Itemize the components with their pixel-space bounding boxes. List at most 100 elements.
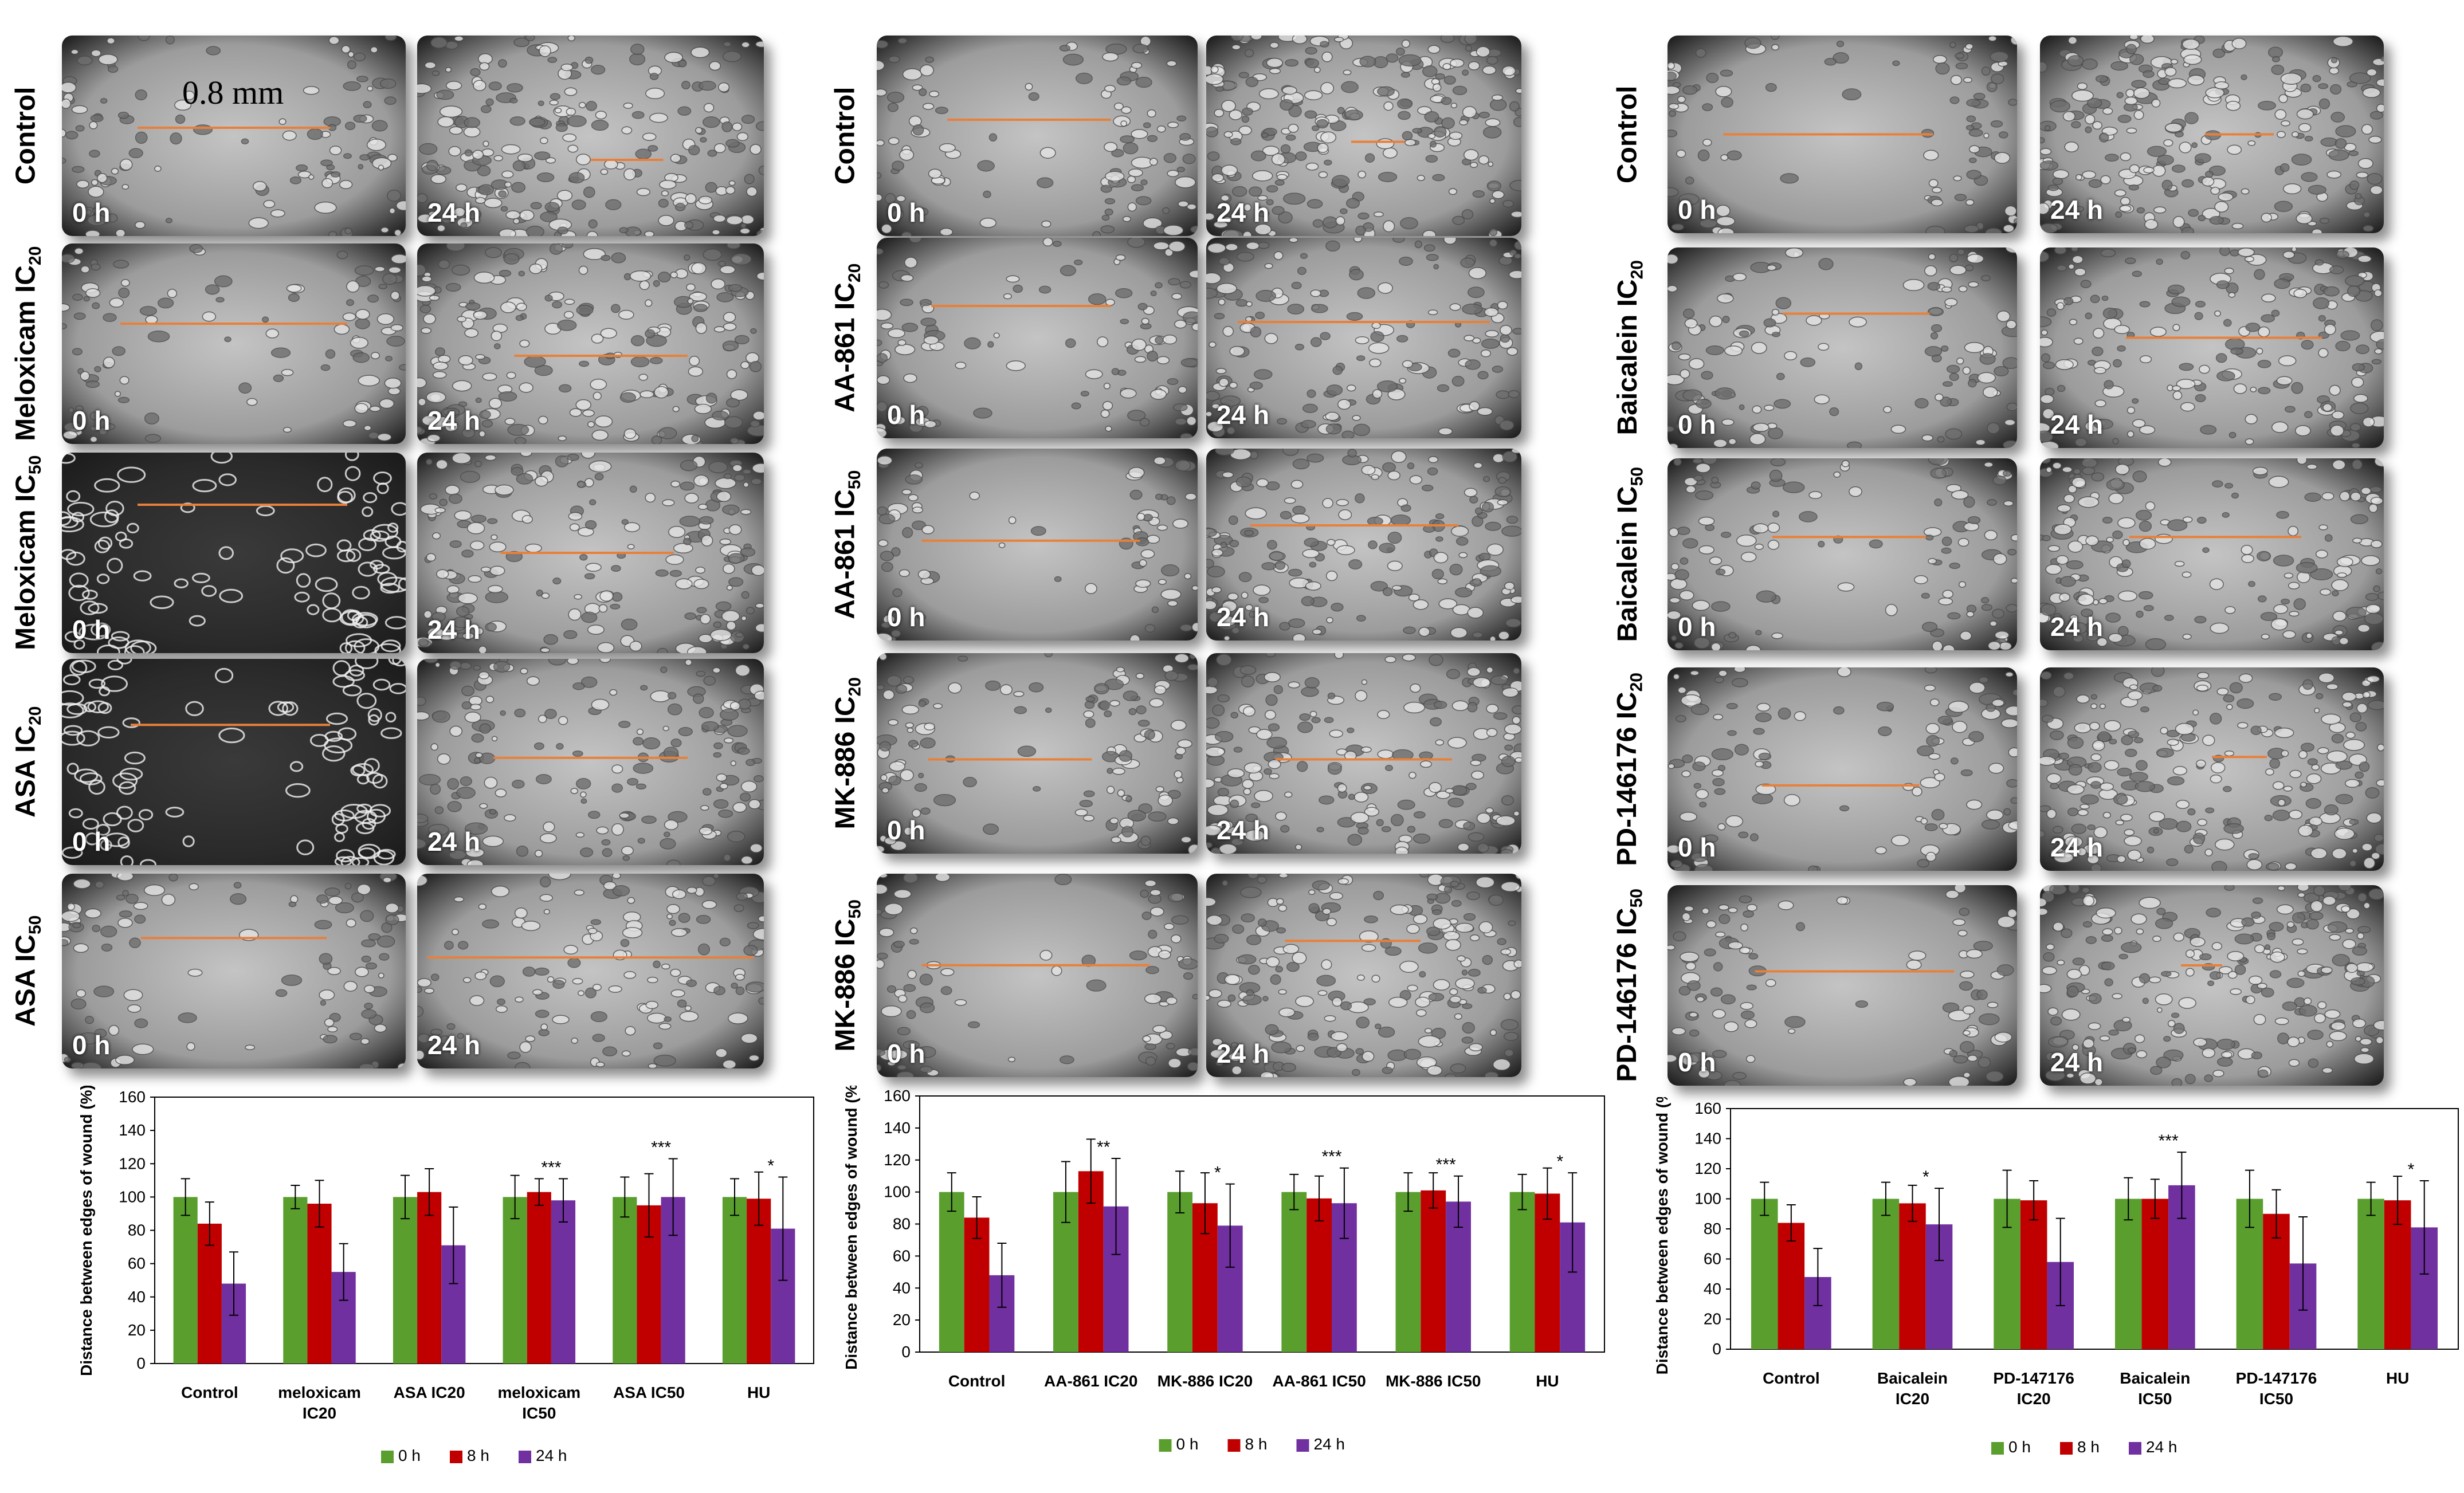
bar <box>1281 1192 1306 1352</box>
time-label: 24 h <box>1217 197 1269 228</box>
legend-swatch <box>1159 1439 1172 1452</box>
plot-frame <box>920 1096 1604 1352</box>
time-label: 0 h <box>1678 409 1716 440</box>
y-tick-label: 140 <box>884 1119 911 1137</box>
y-tick-label: 100 <box>884 1183 911 1201</box>
legend-swatch <box>519 1451 531 1463</box>
legend-label: 24 h <box>536 1447 567 1464</box>
bar <box>393 1197 417 1364</box>
category-label: AA-861 IC50 <box>1272 1372 1366 1390</box>
bar <box>1396 1192 1421 1352</box>
row-label-base: Baicalein IC <box>1612 486 1642 642</box>
time-label: 24 h <box>2050 1047 2103 1078</box>
time-label: 24 h <box>2050 409 2103 440</box>
micrograph-0h: 0 h <box>877 36 1198 236</box>
time-label: 24 h <box>1217 399 1269 430</box>
category-label-line: HU <box>2386 1369 2409 1387</box>
significance-marker: * <box>1214 1164 1221 1182</box>
legend-label: 0 h <box>2008 1438 2031 1456</box>
significance-marker: *** <box>1321 1148 1341 1166</box>
significance-marker: * <box>767 1157 774 1176</box>
y-tick-label: 100 <box>1694 1190 1721 1208</box>
micrograph-24h: 24 h <box>417 243 764 444</box>
category-label-line: HU <box>1536 1372 1559 1390</box>
time-label: 0 h <box>887 197 925 228</box>
time-label: 0 h <box>1678 194 1716 225</box>
time-label: 24 h <box>1217 602 1269 632</box>
row-label-base: Control <box>830 87 860 184</box>
legend-swatch <box>2060 1442 2073 1455</box>
y-tick-label: 140 <box>119 1121 146 1139</box>
time-label: 0 h <box>1678 832 1716 863</box>
row-label: ASA IC20 <box>10 706 45 818</box>
micrograph-0h: 0 h <box>62 243 406 444</box>
category-label: MK-886 IC50 <box>1386 1372 1481 1390</box>
category-label-line: meloxicam <box>278 1384 361 1401</box>
row-label-base: ASA IC <box>10 934 41 1027</box>
legend-label: 8 h <box>467 1447 489 1464</box>
bar <box>1899 1203 1926 1349</box>
time-label: 0 h <box>72 197 110 228</box>
row-label: AA-861 IC50 <box>829 470 865 619</box>
y-tick-label: 40 <box>893 1279 911 1296</box>
significance-marker: * <box>1922 1168 1929 1186</box>
y-tick-label: 160 <box>119 1088 146 1106</box>
bar <box>723 1197 747 1364</box>
y-axis-label: Distance between edges of wound (%) <box>842 1086 860 1370</box>
category-label-line: Baicalein <box>1877 1369 1948 1387</box>
micrograph-0h: 0 h <box>62 874 406 1068</box>
category-label-line: IC50 <box>2259 1390 2293 1408</box>
time-label: 24 h <box>2050 832 2103 863</box>
category-label-line: Control <box>1763 1369 1820 1387</box>
micrograph-0h: 0 h <box>877 449 1198 641</box>
y-tick-label: 160 <box>884 1087 911 1105</box>
category-label: AA-861 IC20 <box>1044 1372 1137 1390</box>
plot-frame <box>1731 1109 2458 1349</box>
y-tick-label: 60 <box>128 1255 146 1272</box>
time-label: 24 h <box>1217 815 1269 846</box>
bar <box>417 1192 441 1364</box>
row-label: PD-146176 IC20 <box>1611 673 1647 866</box>
category-label-line: IC20 <box>2017 1390 2051 1408</box>
time-label: 24 h <box>1217 1038 1269 1069</box>
time-label: 24 h <box>427 614 480 645</box>
row-label: Control <box>10 87 45 184</box>
category-label: Control <box>948 1372 1006 1390</box>
bar <box>939 1192 964 1352</box>
micrograph-24h: 24 h <box>1206 449 1521 641</box>
time-label: 0 h <box>887 1038 925 1069</box>
bar <box>2020 1200 2047 1349</box>
row-label-subscript: 50 <box>26 916 45 934</box>
significance-marker: *** <box>541 1158 561 1177</box>
y-tick-label: 120 <box>884 1151 911 1169</box>
row-label-subscript: 50 <box>1627 467 1646 486</box>
row-label-subscript: 20 <box>1627 260 1646 279</box>
time-label: 0 h <box>72 826 110 857</box>
y-tick-label: 20 <box>893 1311 911 1329</box>
legend-label: 24 h <box>2146 1438 2177 1456</box>
time-label: 0 h <box>1678 611 1716 642</box>
row-label-base: Baicalein IC <box>1612 279 1642 435</box>
time-label: 0 h <box>887 815 925 846</box>
micrograph-0h: 0 h <box>877 238 1198 438</box>
micrograph-0h: 0 h <box>62 36 406 236</box>
bar <box>1167 1192 1192 1352</box>
legend-swatch <box>1297 1439 1309 1452</box>
micrograph-24h: 24 h <box>417 874 764 1068</box>
micrograph-0h: 0 h <box>1667 458 2017 650</box>
significance-marker: * <box>1556 1152 1563 1171</box>
significance-marker: ** <box>1097 1138 1111 1157</box>
micrograph-24h: 24 h <box>417 659 764 865</box>
category-label-line: Control <box>181 1384 238 1401</box>
bar <box>2115 1199 2142 1350</box>
category-label-line: AA-861 IC50 <box>1272 1372 1366 1390</box>
micrograph-0h: 0 h <box>877 874 1198 1077</box>
y-tick-label: 80 <box>128 1221 146 1239</box>
time-label: 24 h <box>427 1030 480 1060</box>
row-label: AA-861 IC20 <box>829 264 865 412</box>
micrograph-24h: 24 h <box>2040 667 2384 871</box>
